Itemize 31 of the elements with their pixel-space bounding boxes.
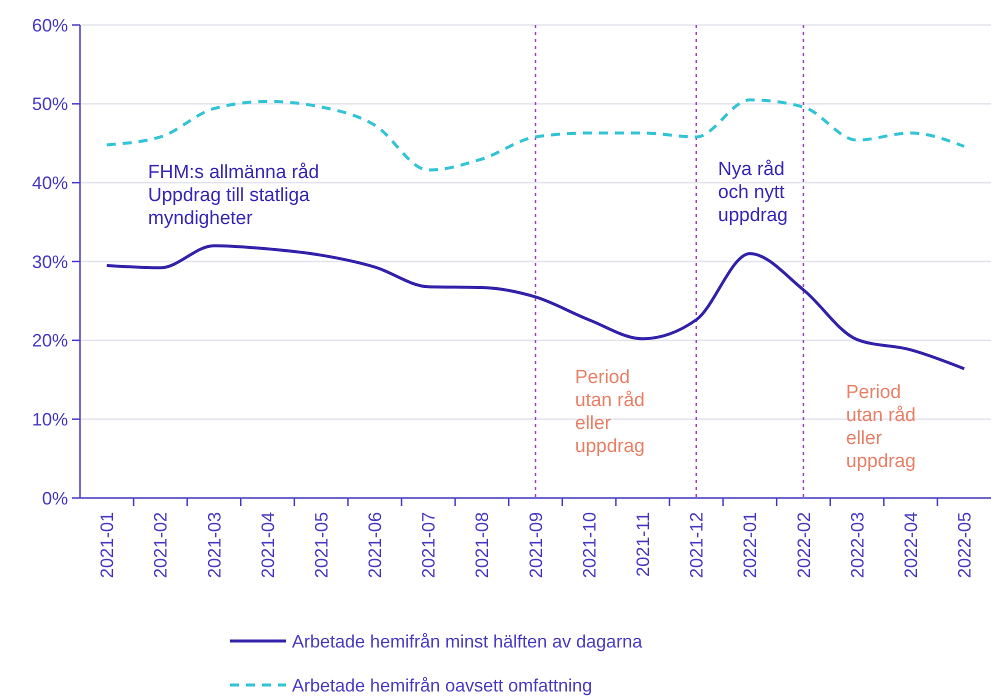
x-tick-label: 2021-12 [686,512,707,578]
annotation: FHM:s allmänna råd Uppdrag till statliga myndigheter [148,162,320,229]
x-tick-label: 2021-05 [311,512,332,578]
legend-label: Arbetade hemifrån minst hälften av dagarna [292,631,644,652]
legend-label: Arbetade hemifrån oavsett omfattning [292,675,592,696]
x-tick-label: 2021-10 [579,512,600,578]
x-tick-label: 2021-11 [632,512,653,577]
x-tick-label: 2022-02 [794,512,814,578]
x-tick-label: 2021-01 [97,512,118,578]
y-tick-label: 20% [32,330,68,351]
x-tick-label: 2021-07 [418,512,439,578]
x-tick-label: 2022-03 [847,512,868,578]
x-tick-label: 2021-03 [204,512,224,578]
x-tick-label: 2021-09 [526,512,546,578]
x-tick-label: 2021-02 [150,512,171,578]
y-tick-label: 10% [32,409,68,430]
annotation: Period utan råd eller uppdrag [846,382,916,472]
annotation: Nya råd och nytt uppdrag [718,159,788,226]
y-tick-label: 0% [42,488,68,508]
x-tick-label: 2021-04 [258,512,278,578]
x-tick-label: 2022-04 [900,512,921,578]
x-tick-label: 2021-06 [365,512,386,578]
x-tick-label: 2021-08 [472,512,492,578]
x-tick-label: 2022-05 [954,512,975,578]
x-tick-label: 2022-01 [740,512,760,578]
y-tick-label: 60% [32,15,68,36]
y-tick-label: 40% [32,172,68,193]
y-tick-label: 30% [32,252,68,272]
y-tick-label: 50% [32,94,68,114]
line-series [105,244,966,370]
annotation: Period utan råd eller uppdrag [575,367,645,457]
